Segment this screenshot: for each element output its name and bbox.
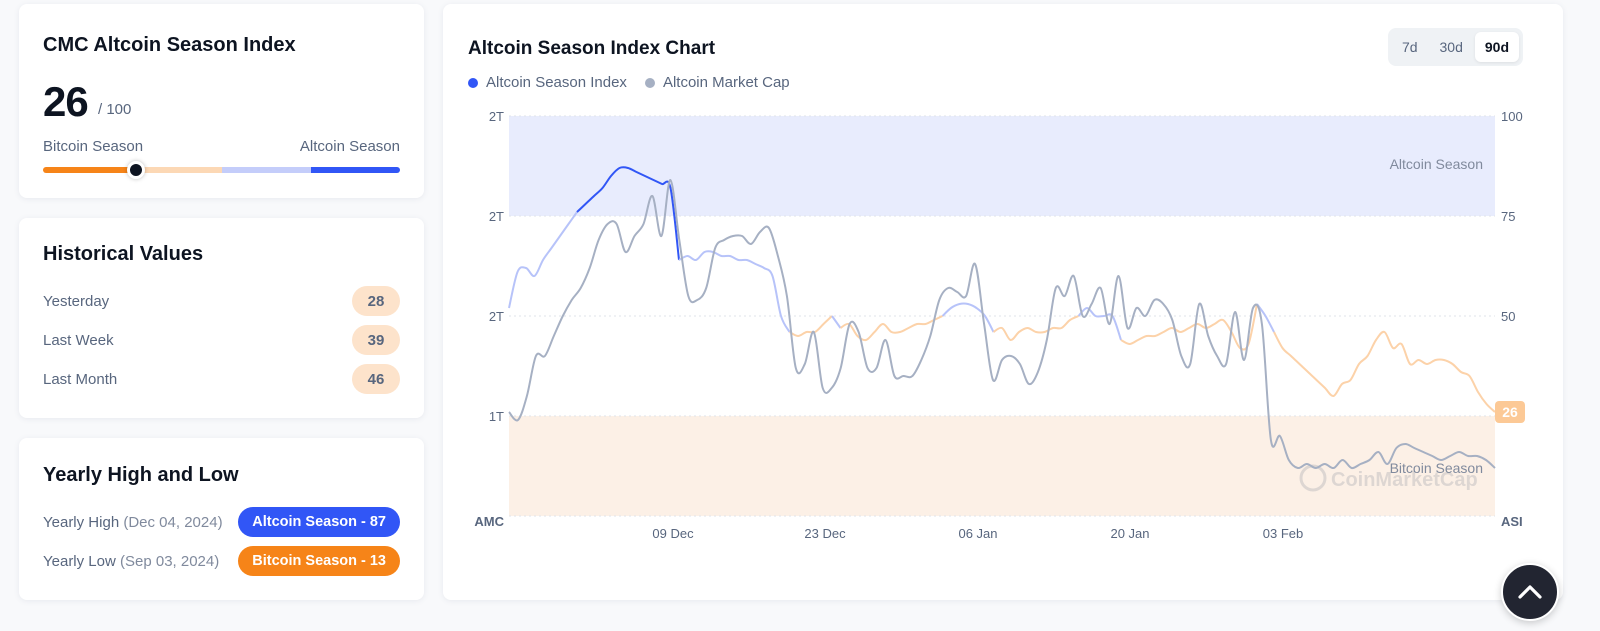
historical-row-last-week: Last Week 39 — [43, 325, 400, 355]
yearly-high-badge: Altcoin Season - 87 — [238, 507, 400, 537]
index-out-of: / 100 — [98, 101, 132, 118]
altcoin-season-zone — [509, 116, 1495, 216]
left-axis-tick: 2T — [489, 209, 504, 224]
legend-dot — [468, 77, 478, 88]
legend-label: Altcoin Market Cap — [662, 74, 790, 91]
scroll-to-top-button[interactable] — [1501, 563, 1559, 621]
season-progress-bar — [43, 167, 400, 173]
yearly-high-date: (Dec 04, 2024) — [123, 513, 223, 531]
historical-values-card: Historical Values Yesterday 28 Last Week… — [19, 218, 424, 418]
altcoin-season-index-line — [678, 250, 791, 333]
range-30d-button[interactable]: 30d — [1439, 39, 1463, 55]
current-value-label: 26 — [1502, 404, 1518, 420]
time-range-selector: 7d 30d 90d — [1387, 28, 1523, 66]
altcoin-market-cap-line — [508, 178, 1496, 470]
historical-row-last-month: Last Month 46 — [43, 364, 400, 394]
chart-legend: Altcoin Season Index Altcoin Market Cap — [468, 74, 790, 91]
yearly-high-row: Yearly High (Dec 04, 2024) Altcoin Seaso… — [43, 507, 400, 537]
x-axis-tick: 03 Feb — [1263, 526, 1303, 541]
altcoin-season-chart: Altcoin Season Bitcoin SeasonCoinMarketCa… — [474, 109, 1525, 541]
x-axis-tick: 06 Jan — [958, 526, 997, 541]
legend-item-market-cap[interactable]: Altcoin Market Cap — [644, 74, 790, 91]
yearly-title: Yearly High and Low — [43, 464, 239, 486]
yearly-high-low-card: Yearly High and Low Yearly High (Dec 04,… — [19, 438, 424, 600]
altcoin-season-index-line — [1273, 330, 1496, 413]
yearly-low-label: Yearly Low — [43, 552, 116, 570]
altcoin-season-index-line — [1120, 303, 1258, 351]
season-bar-segment — [221, 167, 311, 173]
historical-row-label: Yesterday — [43, 292, 110, 310]
left-axis-title: AMC — [474, 514, 504, 529]
left-axis-tick: 1T — [489, 409, 504, 424]
altcoin-season-index-line — [839, 315, 943, 342]
altcoin-season-index-line — [576, 166, 680, 261]
historical-values-title: Historical Values — [43, 243, 204, 265]
season-bar-segment — [132, 167, 222, 173]
right-axis-tick: 75 — [1501, 209, 1515, 224]
historical-row-value: 28 — [352, 286, 400, 316]
index-value: 26 — [43, 78, 89, 125]
season-bar-segment — [43, 167, 133, 173]
altcoin-season-index-line — [1077, 307, 1122, 341]
current-value-badge — [1495, 401, 1525, 423]
altcoin-season-zone-label: Altcoin Season — [1390, 156, 1483, 172]
altcoin-season-index-line — [508, 211, 578, 309]
right-axis-tick: 50 — [1501, 309, 1515, 324]
altcoin-season-index-line — [831, 315, 842, 329]
x-axis-tick: 20 Jan — [1110, 526, 1149, 541]
altcoin-season-index-line — [941, 302, 995, 333]
season-indicator-knob — [126, 161, 145, 179]
yearly-low-date: (Sep 03, 2024) — [120, 552, 220, 570]
altcoin-season-index-card: CMC Altcoin Season Index 26 / 100 Bitcoi… — [19, 4, 424, 198]
legend-label: Altcoin Season Index — [486, 74, 627, 91]
x-axis-tick: 23 Dec — [804, 526, 846, 541]
bitcoin-season-label: Bitcoin Season — [43, 138, 144, 155]
bitcoin-season-zone — [509, 416, 1495, 516]
range-90d-button[interactable]: 90d — [1474, 32, 1519, 62]
historical-row-label: Last Month — [43, 370, 118, 388]
bitcoin-season-zone-label: Bitcoin Season — [1390, 460, 1483, 476]
right-axis-tick: 100 — [1501, 109, 1523, 124]
altcoin-season-index-line — [789, 315, 833, 337]
index-card-title: CMC Altcoin Season Index — [43, 34, 296, 56]
altcoin-season-index-line — [992, 315, 1079, 342]
historical-row-value: 39 — [352, 325, 400, 355]
chart-title: Altcoin Season Index Chart — [468, 38, 716, 59]
yearly-low-badge: Bitcoin Season - 13 — [238, 546, 400, 576]
historical-row-label: Last Week — [43, 331, 114, 349]
range-7d-button[interactable]: 7d — [1401, 39, 1418, 55]
chevron-up-icon — [1518, 585, 1542, 599]
left-axis-tick: 2T — [489, 309, 504, 324]
left-axis-tick: 2T — [489, 109, 504, 124]
season-bar-segment — [310, 167, 400, 173]
yearly-low-row: Yearly Low (Sep 03, 2024) Bitcoin Season… — [43, 546, 400, 576]
yearly-high-label: Yearly High — [43, 513, 120, 531]
legend-item-index[interactable]: Altcoin Season Index — [468, 74, 627, 91]
altcoin-season-chart-card: Altcoin Season Bitcoin Season CoinMarketCa… — [443, 4, 1563, 600]
historical-row-value: 46 — [352, 364, 400, 394]
legend-dot — [644, 77, 655, 88]
svg-text:CoinMarketCap: CoinMarketCap — [1331, 469, 1478, 491]
right-axis-title: ASI — [1501, 514, 1523, 529]
x-axis-tick: 09 Dec — [652, 526, 694, 541]
historical-row-yesterday: Yesterday 28 — [43, 286, 400, 316]
altcoin-season-label: Altcoin Season — [299, 138, 400, 155]
